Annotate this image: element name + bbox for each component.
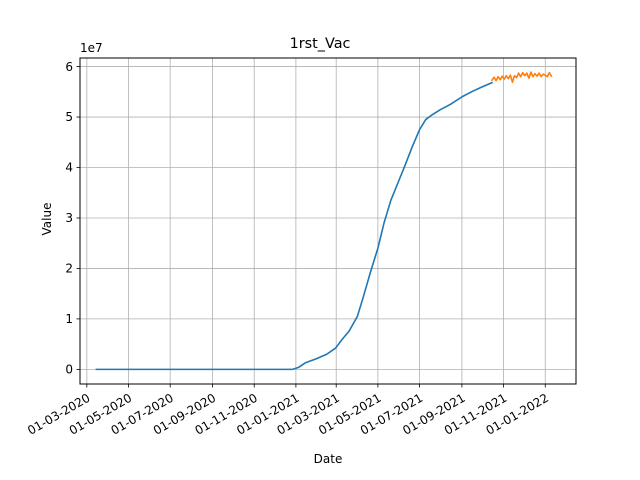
series-line-2 xyxy=(490,71,553,84)
y-tick-label: 4 xyxy=(65,161,73,175)
series-layer xyxy=(95,71,553,371)
y-offset-text: 1e7 xyxy=(80,41,103,55)
y-axis-label: Value xyxy=(40,203,54,236)
y-tick-label: 2 xyxy=(65,262,73,276)
y-tick-label: 6 xyxy=(65,60,73,74)
y-tick-label: 3 xyxy=(65,211,73,225)
y-tick-label: 0 xyxy=(65,363,73,377)
chart-title: 1rst_Vac xyxy=(290,36,351,52)
x-axis-label: Date xyxy=(314,452,343,466)
y-tick-label: 1 xyxy=(65,312,73,326)
y-tick-label: 5 xyxy=(65,110,73,124)
plot-frame xyxy=(79,57,577,385)
series-line-1 xyxy=(95,81,494,371)
grid-layer xyxy=(80,58,576,384)
